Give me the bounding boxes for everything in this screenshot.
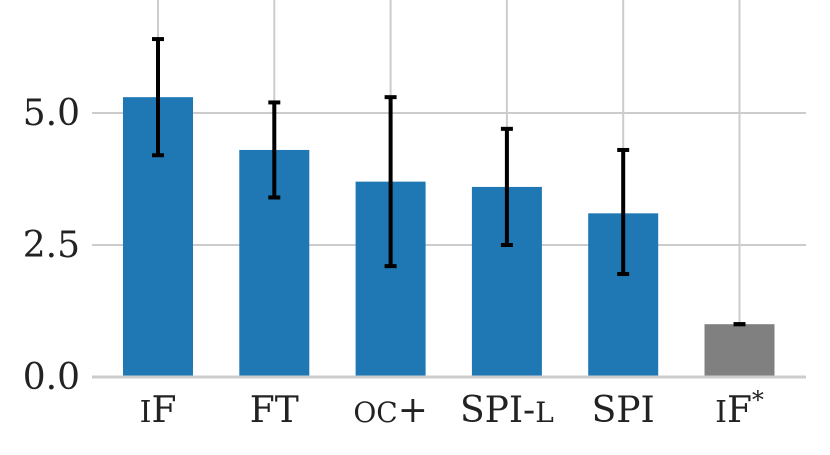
y-tick-label: 5.0 xyxy=(23,93,80,134)
error-bar xyxy=(268,100,281,200)
x-tick-label: IF xyxy=(140,390,177,431)
bar-if- xyxy=(704,324,775,377)
x-tick-label: SPI xyxy=(592,390,655,431)
bars xyxy=(123,97,775,377)
x-tick-label: SPI-L xyxy=(460,390,554,431)
y-tick-label: 2.5 xyxy=(23,225,80,266)
error-bar xyxy=(384,95,397,269)
grid xyxy=(92,0,806,377)
error-bar xyxy=(617,147,630,277)
x-tick-label: OC+ xyxy=(353,390,428,431)
y-tick-label: 0.0 xyxy=(23,357,80,398)
x-tick-label: IF* xyxy=(715,386,764,431)
tick-labels: 0.0 2.5 5.0 IF FT OC+ SPI-L SPI IF* xyxy=(23,93,764,431)
error-bar xyxy=(500,126,513,247)
x-tick-label: FT xyxy=(250,390,299,431)
error-bar xyxy=(152,37,164,158)
error-bars xyxy=(152,37,746,327)
